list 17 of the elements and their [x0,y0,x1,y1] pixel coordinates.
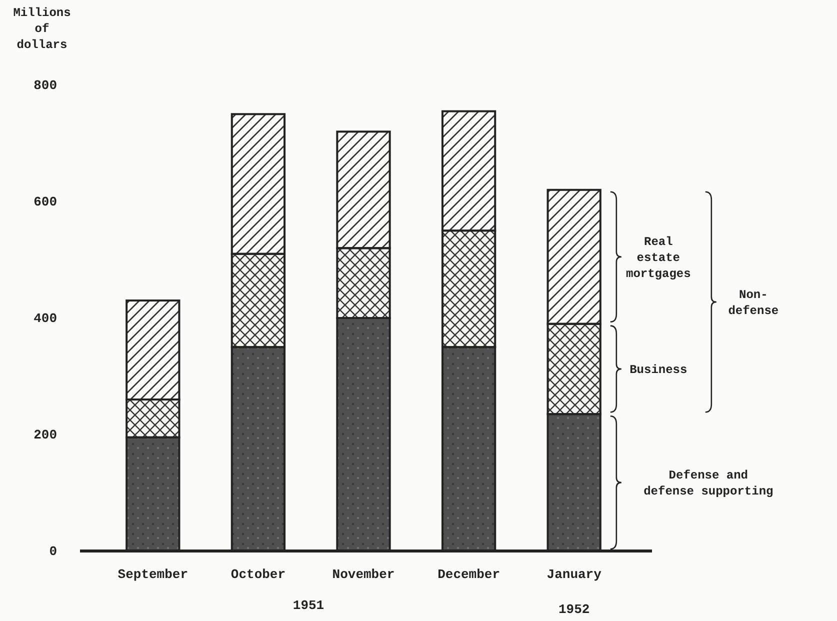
y-tick-label: 400 [34,311,58,326]
text: 1952 [558,602,590,617]
x-tick-label: December [438,567,500,582]
x-tick-label: November [332,567,395,582]
y-tick-label: 600 [34,194,58,210]
y-tick-label: 800 [34,78,58,94]
text: Defense and defense supporting [644,468,774,499]
x-tick-label: October [230,567,286,582]
text: Business [630,362,688,377]
text: Non-defense [728,288,779,318]
y-tick-label: 0 [49,544,58,560]
text: 1951 [292,598,324,613]
y-tick-label: 200 [34,428,58,443]
text: Real estate mortgages [626,234,691,281]
y-axis-title: Millions of dollars [13,6,71,52]
x-tick-label: September [118,567,188,582]
x-tick-label: January [546,567,602,582]
